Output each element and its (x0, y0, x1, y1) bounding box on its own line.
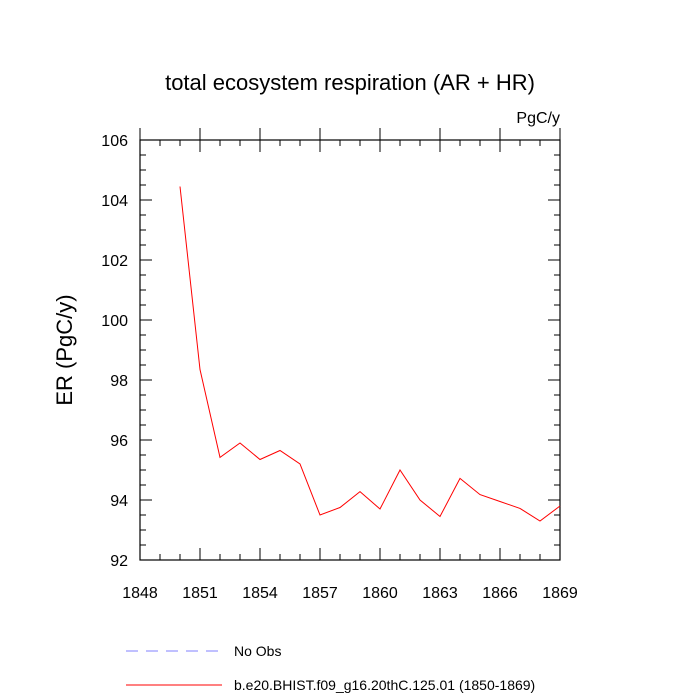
x-ticks: 1848 1851 1854 1857 1860 1863 1866 1869 (122, 128, 578, 602)
legend: No Obs b.e20.BHIST.f09_g16.20thC.125.01 … (126, 643, 535, 693)
x-tick-label: 1866 (482, 585, 518, 602)
y-ticks: 92 94 96 98 100 102 104 106 (101, 133, 560, 570)
legend-label-no-obs: No Obs (234, 643, 281, 659)
units-label: PgC/y (516, 110, 560, 127)
series-layer (179, 186, 561, 522)
y-tick-label: 100 (101, 313, 128, 330)
series-line-1 (179, 186, 561, 522)
chart-title: total ecosystem respiration (AR + HR) (165, 70, 535, 95)
x-tick-label: 1857 (302, 585, 338, 602)
x-tick-label: 1860 (362, 585, 398, 602)
y-tick-label: 106 (101, 133, 128, 150)
y-tick-label: 98 (110, 373, 128, 390)
x-tick-label: 1848 (122, 585, 158, 602)
y-tick-label: 102 (101, 253, 128, 270)
x-tick-label: 1851 (182, 585, 218, 602)
y-axis-label: ER (PgC/y) (52, 294, 77, 405)
y-tick-label: 92 (110, 553, 128, 570)
y-tick-label: 104 (101, 193, 128, 210)
legend-label-model: b.e20.BHIST.f09_g16.20thC.125.01 (1850-1… (234, 677, 535, 693)
x-tick-label: 1869 (542, 585, 578, 602)
x-tick-label: 1854 (242, 585, 278, 602)
x-tick-label: 1863 (422, 585, 458, 602)
y-tick-label: 96 (110, 433, 128, 450)
y-tick-label: 94 (110, 493, 128, 510)
plot-frame (139, 139, 561, 561)
